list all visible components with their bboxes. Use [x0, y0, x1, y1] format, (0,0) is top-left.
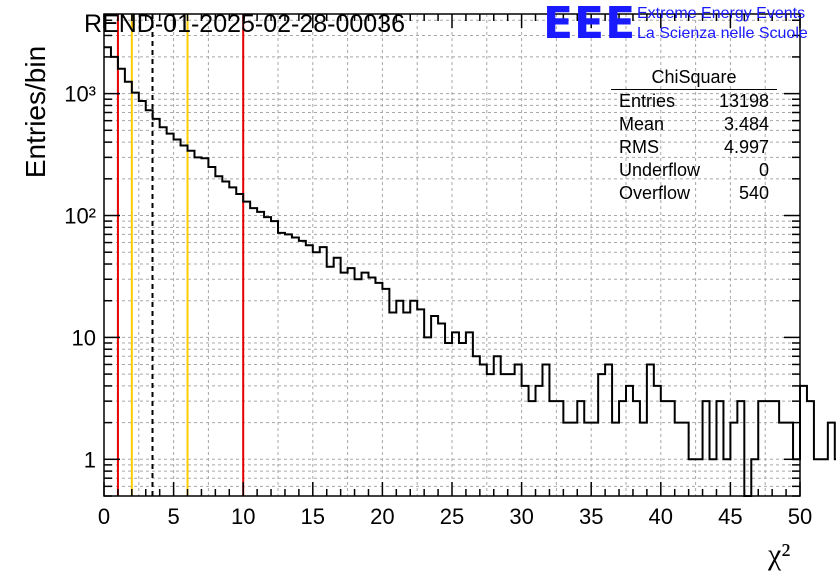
- y-tick-label: 10²: [64, 204, 96, 229]
- reference-lines: [116, 14, 245, 496]
- x-axis-label: χ²: [768, 538, 791, 571]
- x-tick-label: 40: [649, 504, 673, 529]
- stats-value: 0: [758, 160, 769, 180]
- x-tick-label: 15: [301, 504, 325, 529]
- histogram-step-line: [104, 46, 836, 497]
- stats-row: Mean 3.484: [611, 113, 777, 136]
- stats-label: RMS: [619, 137, 659, 157]
- x-tick-label: 50: [788, 504, 812, 529]
- logo-line-2: La Scienza nelle Scuole: [637, 25, 808, 42]
- x-tick-label: 30: [509, 504, 533, 529]
- stats-label: Underflow: [619, 160, 701, 180]
- stats-row: Overflow 540: [611, 182, 777, 205]
- x-tick-label: 5: [167, 504, 179, 529]
- axis-ticks: [103, 14, 801, 497]
- x-tick-label: 20: [370, 504, 394, 529]
- y-tick-label: 1: [84, 447, 96, 472]
- axis-tick-labels: 0 5 10 15 20 25 30 35 40 45 50 1 10 10² 10³: [64, 82, 812, 529]
- eee-logo: EEE: [543, 0, 637, 49]
- y-tick-label: 10³: [64, 82, 96, 107]
- logo-line-1: Extreme Energy Events: [637, 5, 806, 22]
- stats-value: 4.997: [723, 137, 769, 157]
- stats-label: Overflow: [619, 183, 691, 203]
- x-tick-label: 10: [231, 504, 255, 529]
- stats-title: ChiSquare: [611, 65, 777, 90]
- stats-box: ChiSquare Entries 13198 Mean 3.484 RMS 4.99…: [611, 65, 777, 205]
- histogram-bars: [104, 46, 836, 497]
- stats-label: Mean: [619, 114, 665, 134]
- stats-row: Entries 13198: [611, 90, 777, 113]
- run-title: REND-01-2025-02-28-00036: [84, 10, 406, 38]
- stats-value: 3.484: [723, 114, 769, 134]
- stats-row: Underflow 0: [611, 159, 777, 182]
- y-tick-label: 10: [72, 325, 96, 350]
- stats-value: 540: [738, 183, 769, 203]
- x-tick-label: 0: [98, 504, 110, 529]
- grid-lines: [104, 14, 800, 496]
- stats-value: 13198: [718, 91, 769, 111]
- y-axis-label: Entries/bin: [20, 45, 51, 179]
- x-tick-label: 35: [579, 504, 603, 529]
- stats-label: Entries: [619, 91, 676, 111]
- stats-row: RMS 4.997: [611, 136, 777, 159]
- x-tick-label: 25: [440, 504, 464, 529]
- x-tick-label: 45: [718, 504, 742, 529]
